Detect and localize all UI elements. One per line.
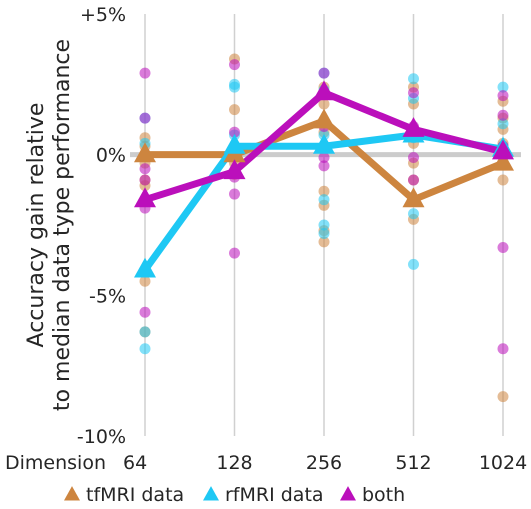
data-point — [497, 109, 509, 121]
data-point — [229, 126, 240, 138]
data-point — [139, 163, 151, 175]
data-point — [318, 67, 330, 79]
series-markers — [134, 80, 514, 278]
data-point — [318, 151, 330, 163]
y-tick-labels: +5% 0% -5% -10% — [77, 4, 126, 448]
data-point — [139, 343, 151, 355]
data-point — [408, 174, 419, 186]
series-marker — [313, 108, 335, 129]
data-point — [139, 306, 151, 318]
series-marker — [134, 257, 156, 278]
data-point — [497, 118, 509, 130]
x-axis-label: Dimension — [5, 452, 106, 474]
data-point — [229, 104, 240, 116]
data-point — [139, 326, 151, 338]
data-point — [229, 188, 240, 200]
data-point — [318, 160, 330, 172]
data-point — [229, 81, 240, 93]
legend-marker — [64, 486, 80, 501]
data-point — [408, 151, 419, 163]
legend-label: rfMRI data — [225, 484, 324, 506]
data-point — [139, 174, 151, 186]
x-tick-labels: 64 128 256 512 1024 — [123, 452, 527, 474]
y-tick-label: +5% — [80, 4, 126, 26]
data-point — [318, 236, 330, 248]
legend-label: tfMRI data — [86, 484, 184, 506]
x-tick-label: 64 — [123, 452, 147, 474]
legend-label: both — [362, 484, 405, 506]
x-tick-label: 128 — [216, 452, 252, 474]
x-tick-label: 512 — [395, 452, 431, 474]
data-point — [497, 81, 509, 93]
series-marker — [134, 142, 156, 163]
y-axis-label-line2: to median data type performance — [50, 39, 75, 411]
series-marker — [313, 80, 335, 101]
y-tick-label: -5% — [89, 285, 126, 307]
series-marker — [134, 187, 156, 208]
legend-marker — [203, 486, 219, 501]
series-marker — [402, 187, 425, 208]
series-marker — [492, 150, 514, 171]
series-marker — [402, 117, 425, 137]
series-marker — [492, 139, 514, 160]
data-point — [229, 247, 240, 259]
y-tick-label: -10% — [77, 426, 126, 448]
data-point — [139, 112, 151, 124]
data-point — [408, 208, 419, 220]
legend: tfMRI data rfMRI data both — [64, 484, 405, 506]
data-point — [497, 242, 509, 254]
series-marker — [313, 133, 335, 154]
data-point — [318, 194, 330, 206]
series-marker — [223, 159, 246, 180]
data-point — [229, 59, 240, 71]
data-point — [497, 391, 509, 403]
x-tick-label: 256 — [306, 452, 342, 474]
y-tick-label: 0% — [96, 145, 126, 167]
data-point — [408, 258, 419, 270]
data-point — [318, 98, 330, 110]
data-point — [318, 227, 330, 239]
data-point — [408, 87, 419, 99]
data-point — [497, 174, 509, 186]
data-point — [318, 185, 330, 197]
data-point — [497, 90, 509, 102]
data-point — [139, 67, 151, 79]
data-point — [408, 73, 419, 85]
legend-marker — [340, 486, 356, 501]
y-axis-label-line1: Accuracy gain relative — [24, 103, 49, 348]
data-point — [497, 343, 509, 355]
data-point — [139, 275, 151, 287]
x-tick-label: 1024 — [479, 452, 527, 474]
data-point — [318, 219, 330, 231]
series-marker — [223, 133, 246, 154]
